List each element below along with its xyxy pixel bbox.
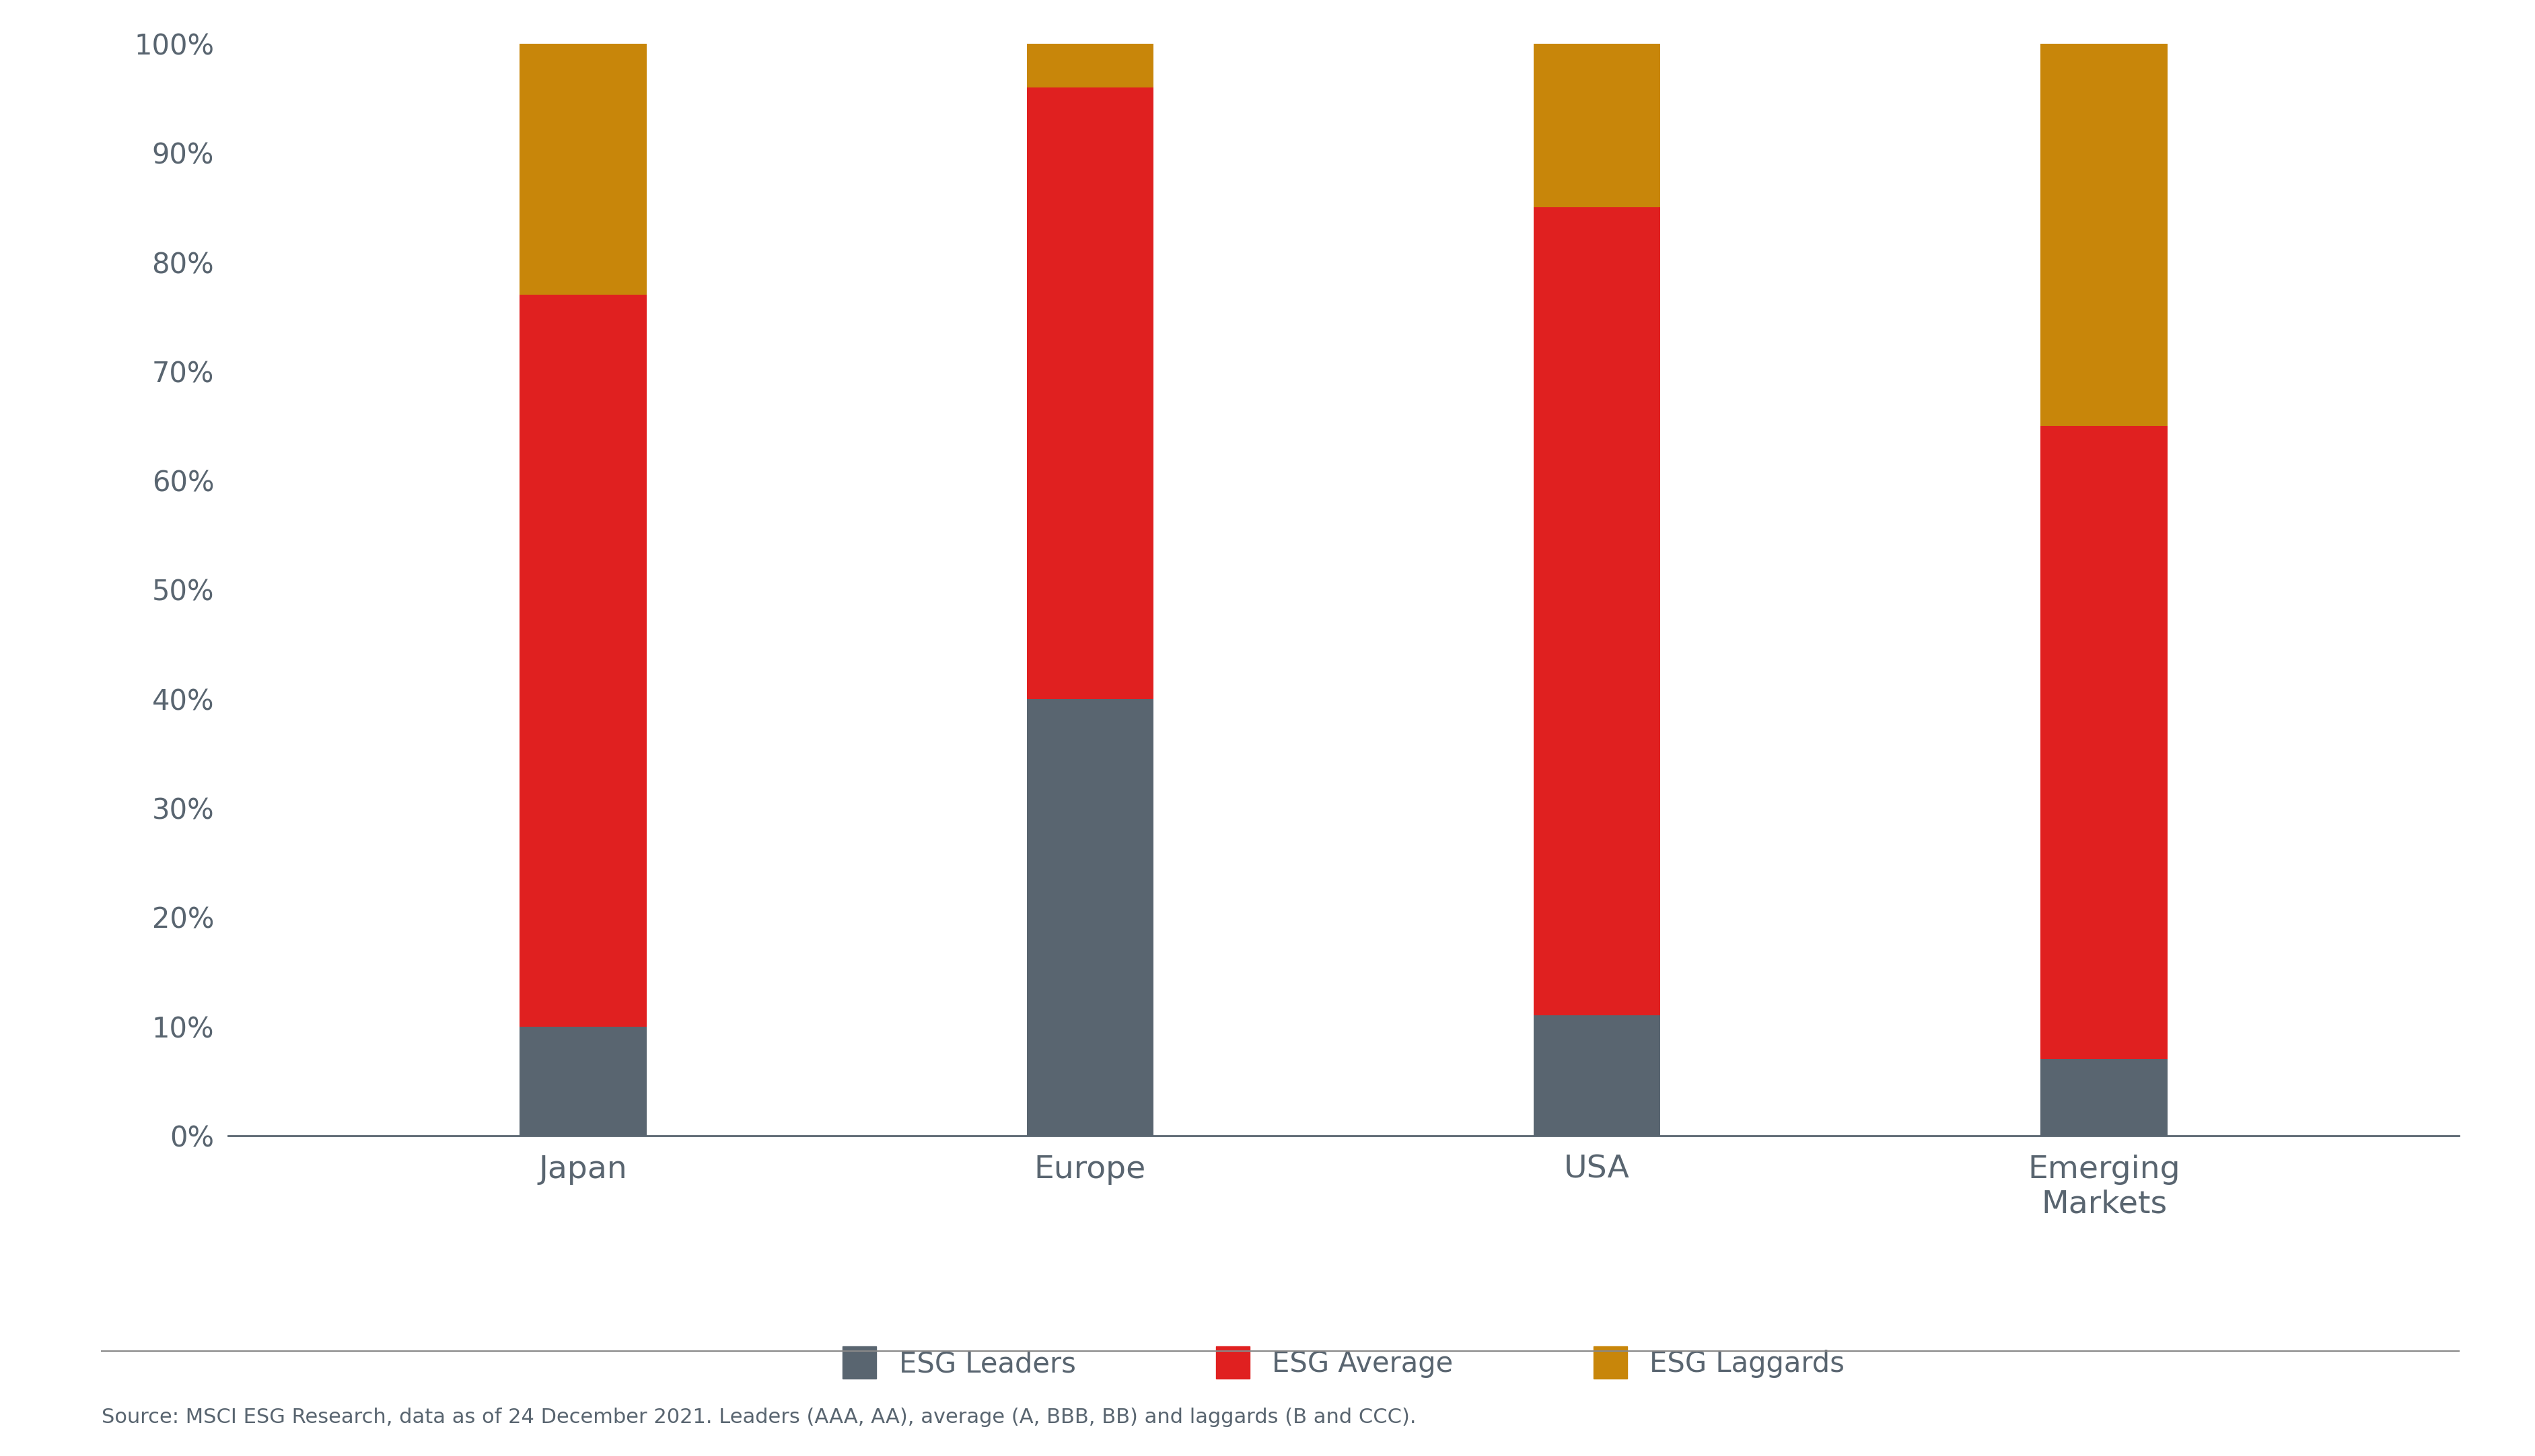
Bar	[1534, 1016, 1660, 1136]
Legend: ESG Leaders, ESG Average, ESG Laggards: ESG Leaders, ESG Average, ESG Laggards	[831, 1335, 1856, 1390]
Bar	[2041, 44, 2167, 425]
Text: Source: MSCI ESG Research, data as of 24 December 2021. Leaders (AAA, AA), avera: Source: MSCI ESG Research, data as of 24…	[101, 1408, 1417, 1427]
Bar	[1534, 44, 1660, 208]
Bar	[1027, 699, 1153, 1136]
Bar	[1027, 44, 1153, 87]
Bar	[520, 44, 646, 294]
Bar	[1027, 87, 1153, 699]
Bar	[1534, 208, 1660, 1016]
Bar	[2041, 425, 2167, 1060]
Bar	[520, 1026, 646, 1136]
Bar	[2041, 1060, 2167, 1136]
Bar	[520, 294, 646, 1026]
